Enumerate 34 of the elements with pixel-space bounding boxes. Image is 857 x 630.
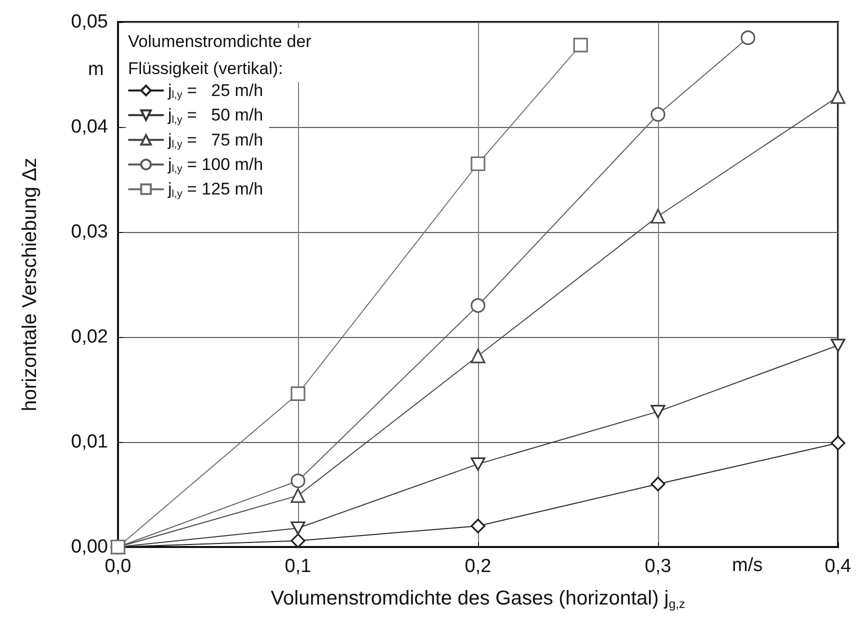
point — [650, 476, 666, 492]
y-tick-label: 0,05 — [71, 12, 108, 32]
point — [290, 488, 306, 503]
x-tick-label: 0,4 — [824, 556, 852, 577]
point — [470, 348, 486, 364]
point — [290, 386, 306, 401]
point — [470, 457, 486, 471]
point — [573, 38, 588, 52]
x-tick-label: 0,2 — [464, 556, 492, 577]
legend-title: Volumenstromdichte der Flüssigkeit (vertikal): — [128, 32, 316, 78]
text: m/s — [732, 555, 763, 576]
point — [290, 521, 306, 535]
x-tick-label: 0,0 — [104, 556, 132, 577]
y-tick-label: 0,01 — [71, 432, 108, 452]
point — [290, 533, 306, 548]
point — [470, 156, 486, 172]
x-tick-label: 0,3 — [644, 556, 672, 577]
y-tick-label: 0,00 — [71, 536, 108, 558]
point — [470, 298, 486, 313]
x-tick-label: 0,1 — [284, 556, 312, 577]
point — [830, 338, 846, 352]
y-tick-label: 0,04 — [71, 116, 108, 138]
point — [650, 404, 666, 418]
point — [830, 89, 846, 104]
point — [470, 518, 486, 534]
point — [650, 107, 666, 122]
y-tick-label: 0,02 — [71, 326, 108, 348]
y-axis-title: horizontale Verschiebung Δz — [19, 158, 41, 412]
text: m — [88, 59, 104, 80]
point — [290, 474, 306, 488]
point — [830, 436, 846, 450]
point — [650, 208, 666, 224]
point — [740, 30, 756, 46]
y-tick-label: 0,03 — [71, 222, 108, 242]
